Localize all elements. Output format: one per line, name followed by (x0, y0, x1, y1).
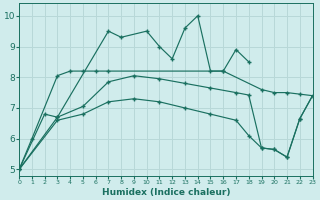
X-axis label: Humidex (Indice chaleur): Humidex (Indice chaleur) (101, 188, 230, 197)
